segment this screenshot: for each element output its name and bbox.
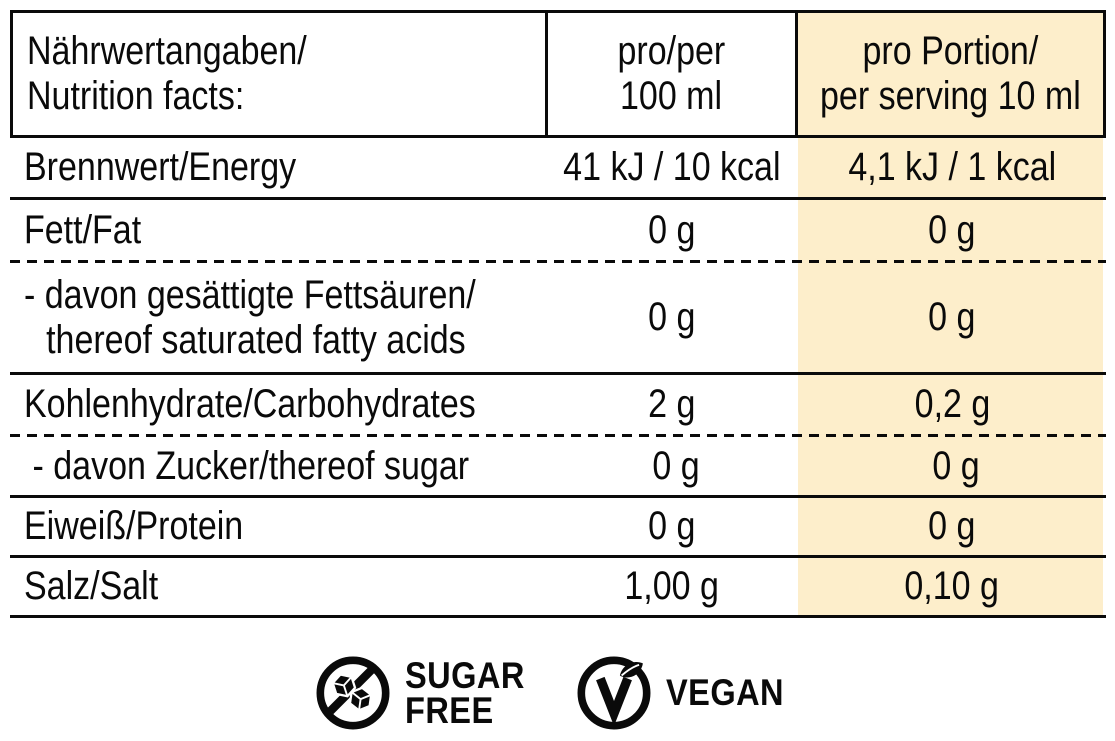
row-label: Salz/Salt [24,564,159,609]
row-label: Kohlenhydrate/Carbohydrates [24,382,476,427]
row-serving-value: 0 g [928,207,976,252]
table-row-carbohydrates: Kohlenhydrate/Carbohydrates 2 g 0,2 g [10,375,1106,434]
row-per100-value: 0 g [647,295,696,340]
header-per100-cell: pro/per 100 ml [545,13,798,135]
sugar-free-label: SUGAR FREE [405,654,526,731]
row-serving-value: 0 g [932,443,980,488]
header-serving-line1: pro Portion/ [862,29,1039,74]
row-serving-value: 0 g [928,295,976,340]
header-per100-line2: 100 ml [620,74,723,118]
table-row-fat: Fett/Fat 0 g 0 g [10,200,1106,260]
row-divider [10,372,1106,375]
table-row-salt: Salz/Salt 1,00 g 0,10 g [10,558,1106,615]
row-divider [10,260,1106,263]
row-serving-value: 0,10 g [904,564,1000,609]
row-divider [10,434,1106,437]
header-serving-cell: pro Portion/ per serving 10 ml [798,13,1103,135]
serving-column-highlight [798,13,1103,617]
row-per100-value: 0 g [652,443,700,488]
row-label: - davon Zucker/thereof sugar [32,443,470,488]
table-row-protein: Eiweiß/Protein 0 g 0 g [10,498,1106,555]
table-row-energy: Brennwert/Energy 41 kJ / 10 kcal 4,1 kJ … [10,138,1106,197]
vegan-label: VEGAN [665,672,784,714]
row-label: - davon gesättigte Fettsäuren/ thereof s… [24,272,476,362]
header-title-line2: Nutrition facts: [27,74,245,118]
vegan-badge: VEGAN [576,655,800,731]
row-label: Brennwert/Energy [24,145,297,190]
row-label: Eiweiß/Protein [24,504,244,549]
row-serving-value: 4,1 kJ / 1 kcal [848,145,1056,190]
row-divider [10,615,1106,618]
header-title-line1: Nährwertangaben/ [27,29,307,74]
row-per100-value: 1,00 g [624,564,719,609]
sugar-free-badge: SUGAR FREE [315,655,541,731]
row-serving-value: 0,2 g [914,382,990,427]
table-header-row: Nährwertangaben/ Nutrition facts: pro/pe… [10,10,1106,138]
row-per100-value: 0 g [647,504,696,549]
row-divider [10,555,1106,558]
row-divider [10,495,1106,498]
sugar-free-icon [315,655,391,731]
row-serving-value: 0 g [928,504,976,549]
header-serving-line2: per serving 10 ml [820,74,1081,118]
header-per100-line1: pro/per [617,29,726,74]
row-per100-value: 41 kJ / 10 kcal [562,145,781,190]
table-row-saturated-fat: - davon gesättigte Fettsäuren/ thereof s… [10,263,1106,372]
row-divider [10,197,1106,200]
nutrition-table: Nährwertangaben/ Nutrition facts: pro/pe… [10,10,1106,618]
table-row-sugar: - davon Zucker/thereof sugar 0 g 0 g [10,437,1106,495]
row-per100-value: 2 g [647,382,696,427]
claim-badges: SUGAR FREE VEGAN [0,648,1115,738]
header-title-cell: Nährwertangaben/ Nutrition facts: [13,13,545,135]
vegan-icon [576,655,652,731]
row-per100-value: 0 g [647,207,696,252]
row-label: Fett/Fat [24,207,142,252]
